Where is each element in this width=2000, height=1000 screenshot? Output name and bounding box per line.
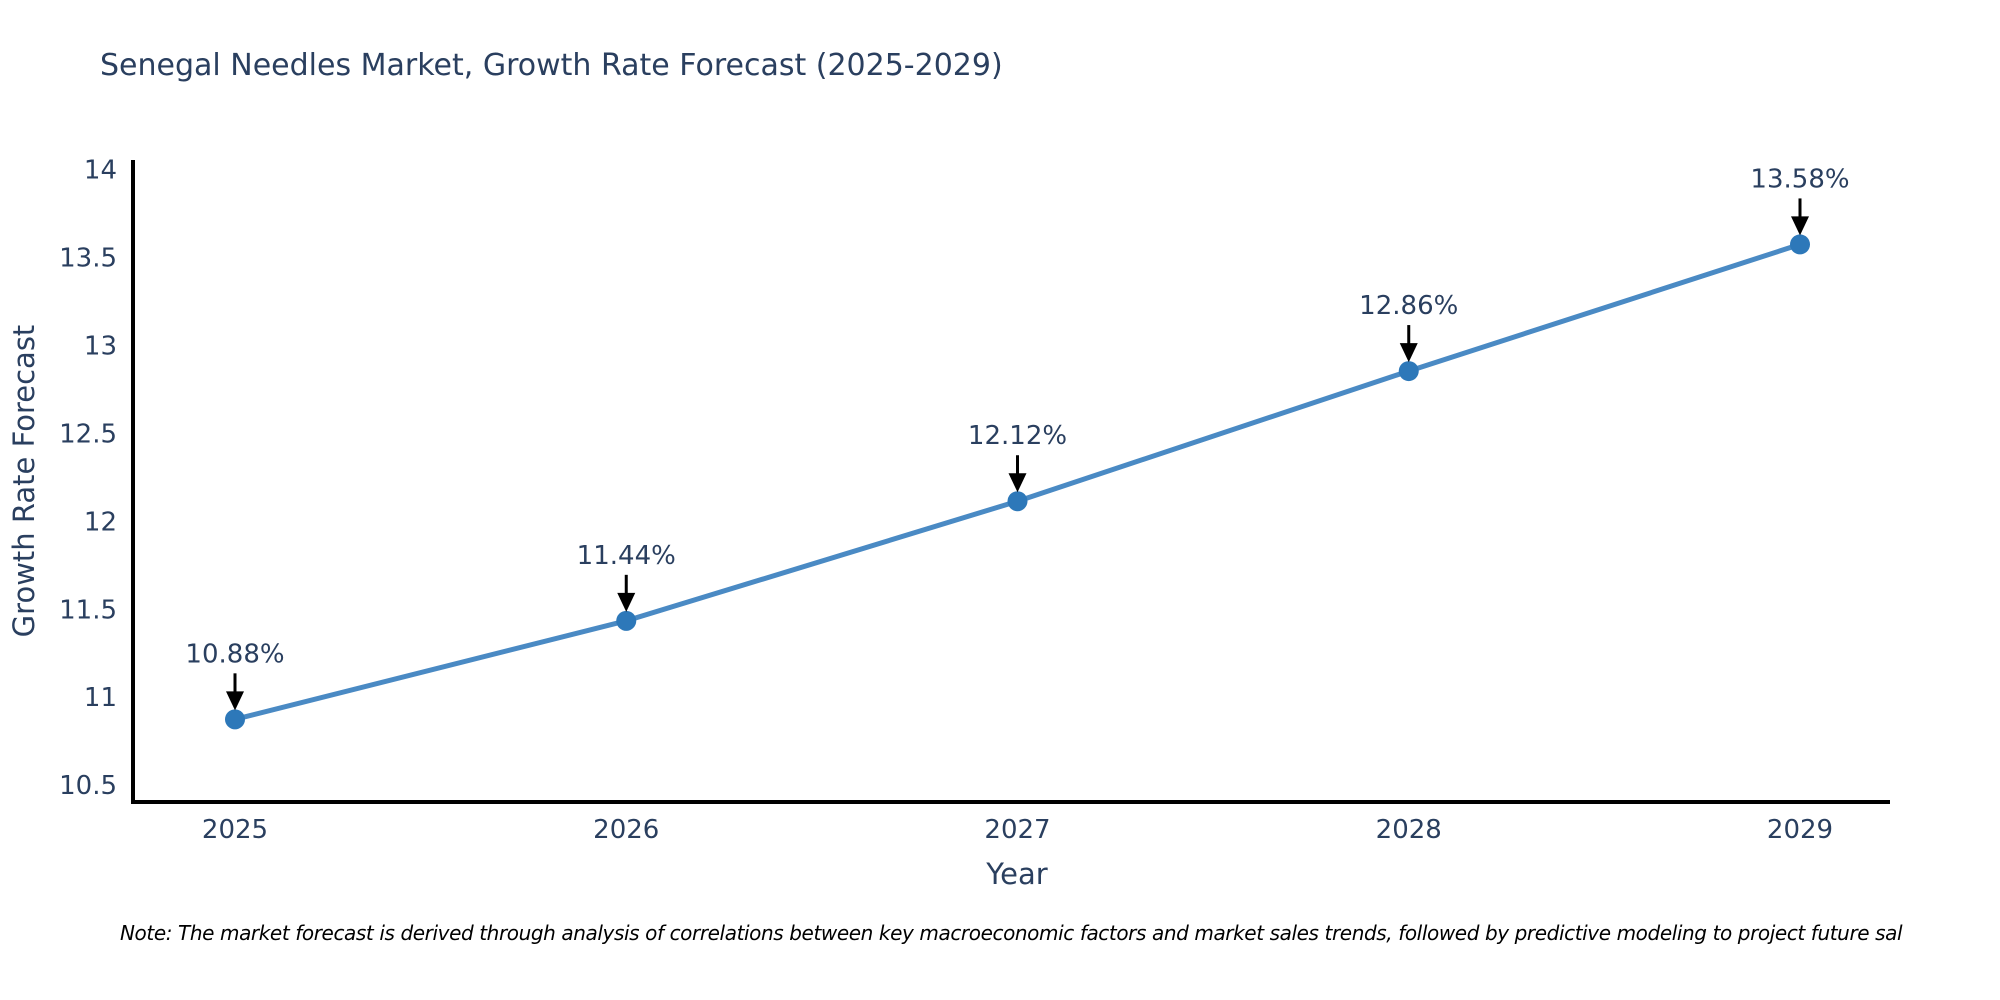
point-value-label: 11.44% [577,541,676,571]
footnote: Note: The market forecast is derived thr… [120,921,1903,945]
y-tick-label: 11 [84,683,117,713]
y-tick-label: 12 [84,507,117,537]
y-tick-label: 14 [84,156,117,186]
data-point-2029[interactable] [1790,234,1810,255]
chart-title: Senegal Needles Market, Growth Rate Fore… [100,48,1003,83]
x-tick-label: 2029 [1767,815,1833,845]
y-tick-label: 13 [84,331,117,361]
y-tick-label: 13.5 [59,243,117,273]
y-tick-label: 10.5 [59,771,117,801]
annotation-arrowhead-icon [1791,216,1809,236]
x-tick-label: 2025 [202,815,268,845]
data-point-2026[interactable] [616,610,637,631]
point-value-label: 12.12% [968,421,1067,451]
axes-spines [131,160,1890,804]
x-tick-label: 2027 [984,815,1050,845]
x-tick-label: 2026 [593,815,659,845]
x-axis-title: Year [985,857,1047,891]
x-tick-label: 2028 [1376,815,1442,845]
point-value-label: 12.86% [1359,291,1458,321]
y-tick-label: 12.5 [59,419,117,449]
annotation-arrowhead-icon [226,691,244,711]
data-point-2025[interactable] [225,709,245,730]
annotation-arrowhead-icon [1008,473,1027,493]
annotation-arrowhead-icon [617,592,636,612]
point-value-label: 10.88% [185,639,284,669]
annotation-arrowhead-icon [1399,343,1418,363]
y-tick-label: 11.5 [59,595,117,625]
y-axis-title: Growth Rate Forecast [7,325,41,638]
data-point-2028[interactable] [1398,361,1419,382]
data-point-2027[interactable] [1007,491,1028,512]
point-value-label: 13.58% [1750,164,1849,194]
